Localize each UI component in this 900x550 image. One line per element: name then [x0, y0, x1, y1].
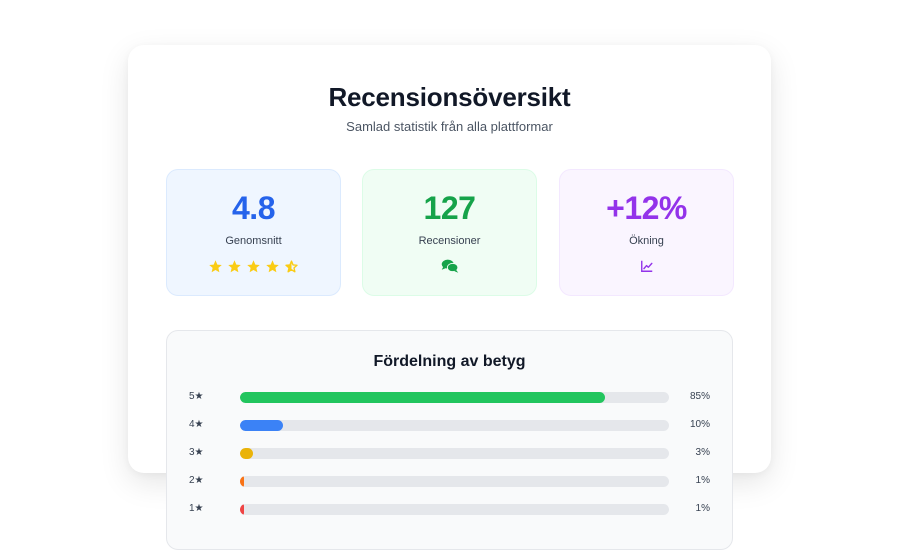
rating-percent: 3%	[695, 447, 710, 458]
stat-growth: +12% Ökning	[559, 169, 734, 296]
chart-line-icon	[640, 260, 653, 272]
stat-label: Genomsnitt	[225, 235, 282, 247]
rating-distribution-panel: Fördelning av betyg 5★ 85% 4★ 10% 3★ 3% …	[166, 330, 733, 550]
stat-label: Recensioner	[418, 235, 481, 247]
rating-label: 3★	[189, 447, 204, 458]
rating-bar-track	[240, 392, 669, 403]
stat-label: Ökning	[629, 235, 664, 247]
stat-review-count: 127 Recensioner	[362, 169, 537, 296]
stat-average-rating: 4.8 Genomsnitt	[166, 169, 341, 296]
rating-bar-track	[240, 448, 669, 459]
rating-bar-fill	[240, 420, 283, 431]
rating-label: 5★	[189, 391, 204, 402]
comments-icon	[441, 259, 458, 273]
star-icon	[209, 259, 222, 272]
rating-bar-fill	[240, 392, 605, 403]
rating-label: 1★	[189, 503, 204, 514]
distribution-title: Fördelning av betyg	[373, 353, 526, 370]
rating-row-1: 1★ 1%	[167, 502, 732, 516]
rating-row-4: 4★ 10%	[167, 418, 732, 432]
star-rating	[167, 258, 340, 274]
star-icon	[247, 259, 260, 272]
star-half-icon	[285, 259, 298, 272]
stat-icon-row	[363, 258, 536, 274]
star-icon	[228, 259, 241, 272]
stat-value: 127	[423, 190, 476, 226]
page-title: Recensionsöversikt	[328, 82, 571, 112]
rating-row-2: 2★ 1%	[167, 474, 732, 488]
star-icon	[266, 259, 279, 272]
stat-value: +12%	[606, 190, 687, 226]
rating-bar-track	[240, 476, 669, 487]
rating-bar-fill	[240, 476, 245, 487]
stat-value: 4.8	[232, 190, 275, 226]
rating-percent: 1%	[695, 475, 710, 486]
rating-bar-fill	[240, 504, 245, 515]
rating-percent: 1%	[695, 503, 710, 514]
stat-icon-row	[560, 258, 733, 274]
rating-bar-fill	[240, 448, 253, 459]
rating-percent: 85%	[689, 391, 710, 402]
rating-bar-track	[240, 504, 669, 515]
rating-row-3: 3★ 3%	[167, 446, 732, 460]
rating-bar-track	[240, 420, 669, 431]
rating-row-5: 5★ 85%	[167, 390, 732, 404]
rating-label: 2★	[189, 475, 204, 486]
rating-percent: 10%	[689, 419, 710, 430]
page-subtitle: Samlad statistik från alla plattformar	[346, 119, 553, 134]
rating-label: 4★	[189, 419, 204, 430]
